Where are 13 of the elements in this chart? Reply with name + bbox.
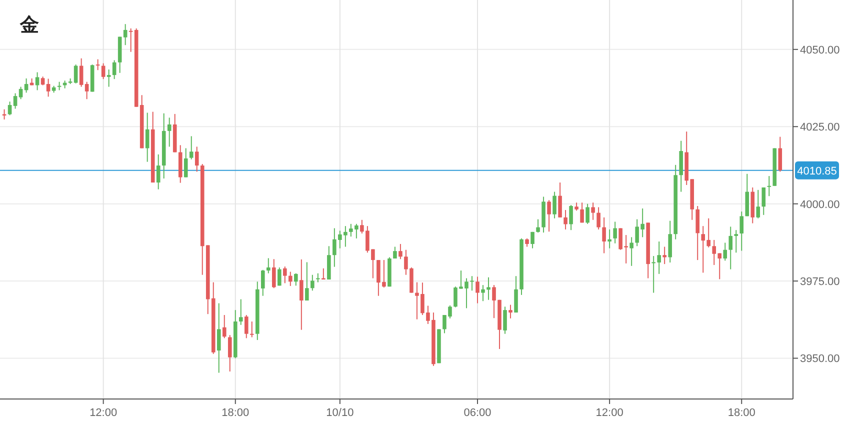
y-tick-label: 4000.00 — [800, 198, 840, 211]
y-tick-label: 3975.00 — [800, 276, 840, 288]
y-tick-label: 4025.00 — [800, 122, 840, 134]
y-tick-label: 4050.00 — [800, 44, 840, 56]
x-tick-label: 18:00 — [222, 407, 250, 419]
x-tick-label: 12:00 — [596, 407, 624, 419]
x-tick-label: 10/10 — [326, 407, 354, 419]
text: 金 — [19, 14, 39, 36]
x-tick-label: 12:00 — [90, 407, 118, 419]
ref-line-label: 4010.85 — [797, 165, 837, 178]
x-tick-label: 06:00 — [464, 407, 492, 419]
y-tick-label: 3950.00 — [800, 353, 840, 366]
x-tick-label: 18:00 — [728, 407, 756, 419]
